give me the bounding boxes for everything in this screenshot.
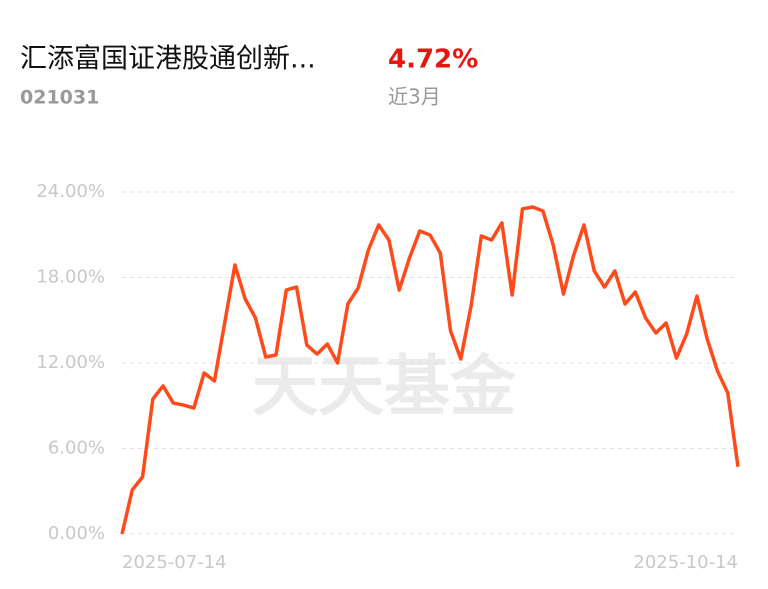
x-tick-label: 2025-10-14 bbox=[633, 552, 738, 573]
watermark: 天天基金 bbox=[252, 347, 517, 425]
y-tick-label: 24.00% bbox=[36, 181, 105, 202]
series-line bbox=[120, 205, 740, 535]
x-tick-label: 2025-07-14 bbox=[122, 552, 227, 573]
fund-title: 汇添富国证港股通创新... bbox=[20, 44, 316, 75]
period: 近3月 bbox=[388, 85, 441, 109]
y-tick-label: 0.00% bbox=[48, 523, 105, 544]
y-tick-label: 18.00% bbox=[36, 267, 105, 288]
fund-code: 021031 bbox=[20, 87, 99, 109]
y-tick-label: 6.00% bbox=[48, 438, 105, 459]
y-tick-label: 12.00% bbox=[36, 352, 105, 373]
change: 4.72% bbox=[388, 45, 478, 75]
